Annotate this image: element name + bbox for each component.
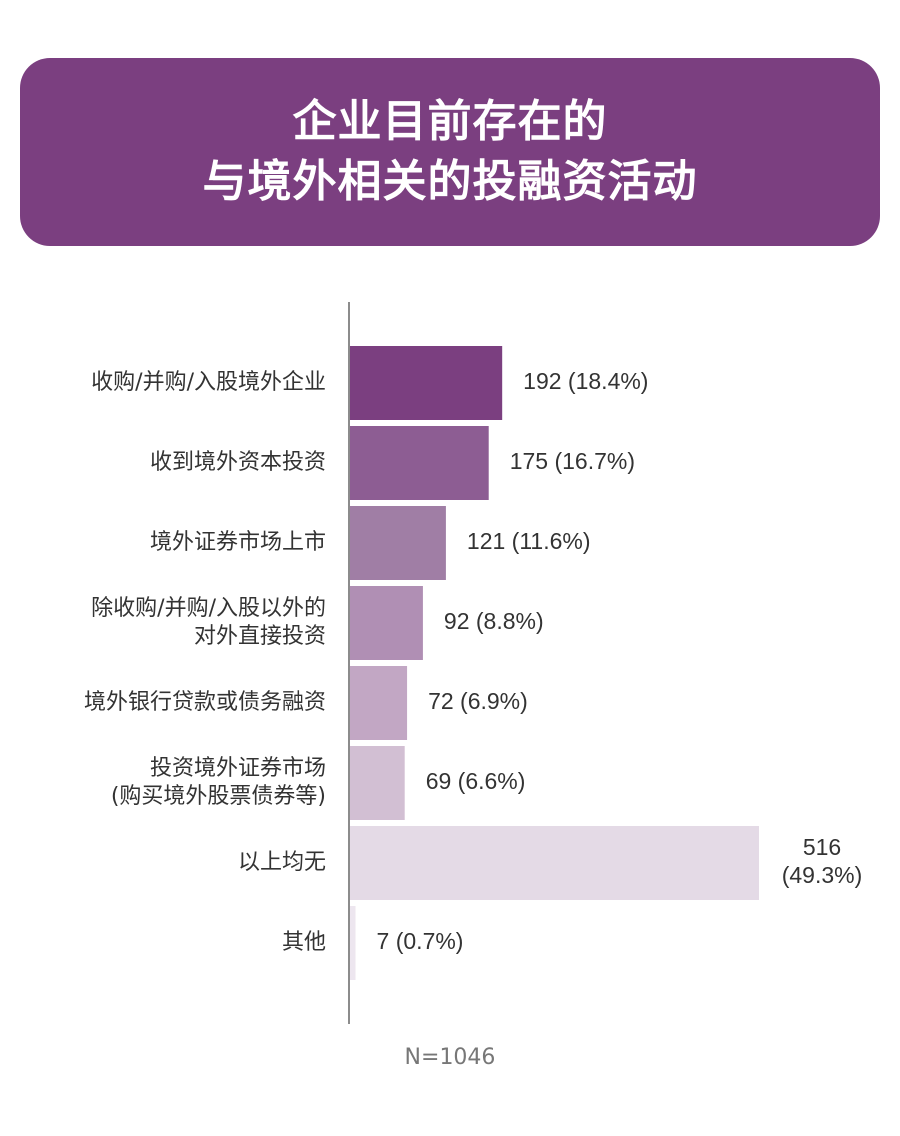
category-label-1-0: 收到境外资本投资 xyxy=(150,450,326,475)
value-label-7-0: 7 (0.7%) xyxy=(377,928,464,954)
category-label-6-0: 以上均无 xyxy=(238,850,326,875)
category-label-4-0: 境外银行贷款或债务融资 xyxy=(84,690,326,715)
bar-3 xyxy=(350,586,423,660)
value-label-1-0: 175 (16.7%) xyxy=(510,448,635,474)
value-label-3-0: 92 (8.8%) xyxy=(444,608,544,634)
value-label-5-0: 69 (6.6%) xyxy=(426,768,526,794)
category-label-0-0: 收购/并购/入股境外企业 xyxy=(91,370,326,395)
bar-5 xyxy=(350,746,405,820)
bar-4 xyxy=(350,666,408,740)
bar-2 xyxy=(350,506,446,580)
category-label-3-0: 除收购/并购/入股以外的 xyxy=(91,596,326,621)
category-label-5-0: 投资境外证券市场 xyxy=(150,756,326,781)
sample-size-note: N=1046 xyxy=(404,1045,496,1070)
value-label-6-0: 516 xyxy=(803,834,841,860)
bar-1 xyxy=(350,426,489,500)
bar-6 xyxy=(350,826,759,900)
bar-7 xyxy=(350,906,356,980)
chart-title-line-1: 企业目前存在的 xyxy=(292,96,608,147)
value-label-2-0: 121 (11.6%) xyxy=(467,528,591,554)
value-label-6-1: (49.3%) xyxy=(782,862,863,888)
chart-title-line-2: 与境外相关的投融资活动 xyxy=(202,156,698,207)
value-label-0-0: 192 (18.4%) xyxy=(523,368,648,394)
value-label-4-0: 72 (6.9%) xyxy=(428,688,528,714)
category-label-5-1: (购买境外股票债券等) xyxy=(111,784,326,809)
category-label-2-0: 境外证券市场上市 xyxy=(150,530,326,555)
category-label-7-0: 其他 xyxy=(282,930,326,955)
title-banner: 企业目前存在的 与境外相关的投融资活动 xyxy=(20,58,880,246)
category-label-3-1: 对外直接投资 xyxy=(194,624,326,649)
bar-0 xyxy=(350,346,503,420)
